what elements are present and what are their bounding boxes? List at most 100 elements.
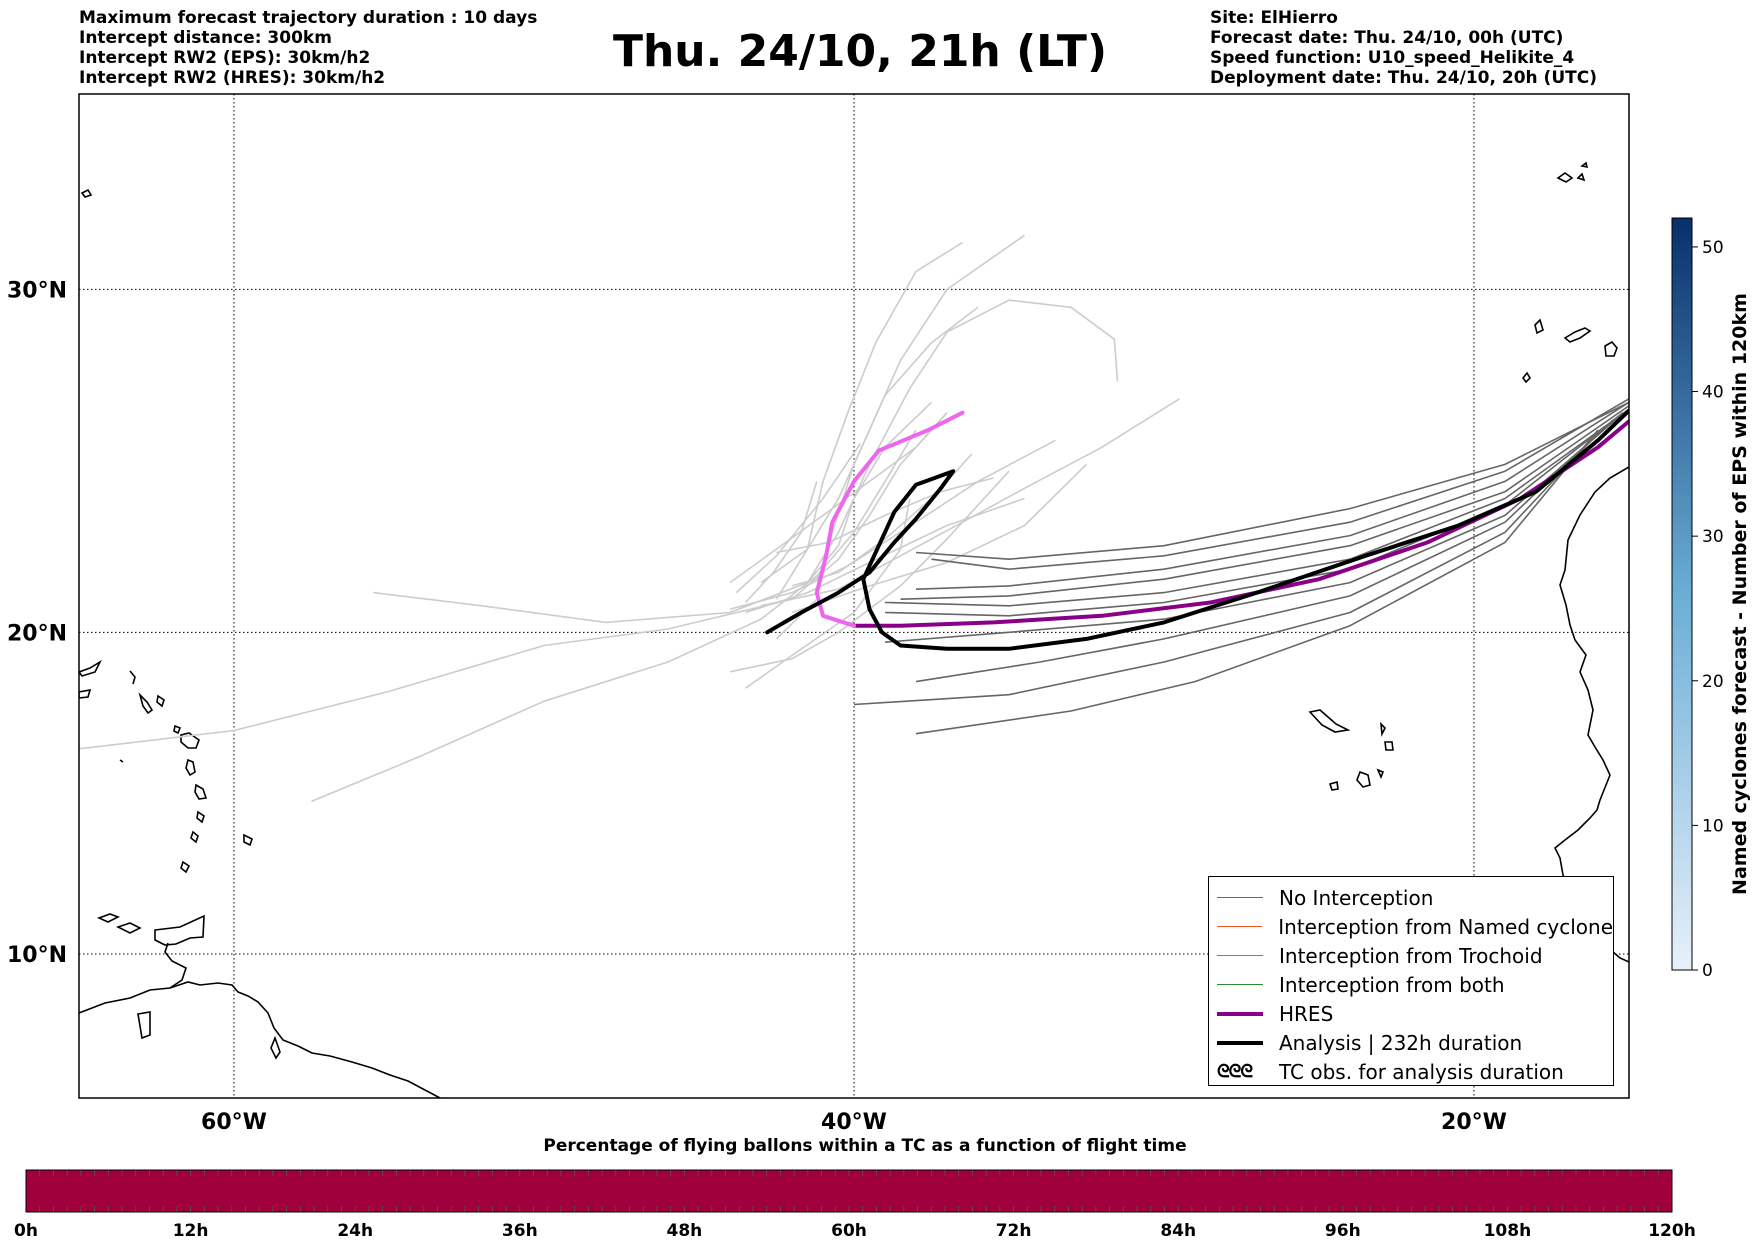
eps-dark-trajectories xyxy=(853,398,1629,735)
island-trinidad-region xyxy=(154,914,205,946)
island-small xyxy=(115,922,142,934)
bottom-colorbar: 0h 12h 24h 36h 48h 60h 72h 84h 96h 108h 120h xyxy=(14,1169,1696,1241)
eps-trajectory xyxy=(806,299,1119,584)
coastline-inlet xyxy=(137,1011,151,1040)
eps-trajectory-no-interception xyxy=(853,425,1605,706)
colorbar-gradient xyxy=(1671,217,1693,971)
legend-item-tc-obs: ᘓᘓᘓ TC obs. for analysis duration xyxy=(1217,1057,1613,1086)
bottom-colorbar-bar xyxy=(25,1169,1673,1213)
header-line: Speed function: U10_speed_Helikite_4 xyxy=(1210,48,1575,68)
colorbar-tick-label: 50 xyxy=(1702,238,1724,258)
bottom-colorbar-tick-label: 120h xyxy=(1648,1221,1696,1241)
legend-label: No Interception xyxy=(1279,885,1434,910)
legend-item-both: Interception from both xyxy=(1217,970,1613,999)
bottom-colorbar-tick-label: 60h xyxy=(831,1221,867,1241)
header-line: Site: ElHierro xyxy=(1210,8,1338,28)
legend-swatch xyxy=(1217,955,1263,956)
bottom-colorbar-tick-label: 108h xyxy=(1484,1221,1532,1241)
eps-trajectory xyxy=(735,443,861,594)
eps-trajectory-no-interception xyxy=(915,401,1629,561)
lon-label: 60°W xyxy=(201,1110,267,1135)
eps-trajectory xyxy=(744,481,818,604)
colorbar-right: 0 10 20 30 40 50 Named cyclones forecast - Nu… xyxy=(1671,217,1751,981)
bottom-colorbar-tick-label: 12h xyxy=(173,1221,209,1241)
island-martinique xyxy=(194,783,208,800)
hres-path-forecast xyxy=(814,410,965,628)
island-small xyxy=(79,688,92,699)
bottom-colorbar-tick-label: 72h xyxy=(996,1221,1032,1241)
bottom-colorbar-title: Percentage of flying ballons within a TC… xyxy=(543,1136,1187,1156)
lat-label: 30°N xyxy=(7,278,67,303)
island-small xyxy=(1580,161,1589,169)
lat-label: 10°N xyxy=(7,943,67,968)
island-grenada xyxy=(180,860,191,874)
lon-label: 20°W xyxy=(1441,1110,1507,1135)
colorbar-tick-label: 20 xyxy=(1702,672,1724,692)
eps-trajectory xyxy=(311,429,917,803)
legend-swatch xyxy=(1217,984,1263,985)
island-fuerteventura xyxy=(1563,327,1592,343)
eps-trajectory-no-interception xyxy=(884,412,1624,617)
eps-trajectory xyxy=(776,477,994,554)
header-right-info: Site: ElHierro Forecast date: Thu. 24/10… xyxy=(1210,8,1597,88)
colorbar-tick-label: 10 xyxy=(1702,816,1724,836)
island-st-lucia xyxy=(196,810,205,824)
bottom-colorbar-segments xyxy=(39,1170,1659,1212)
legend-swatch xyxy=(1217,897,1263,898)
island-small xyxy=(173,724,182,735)
island-cape-verde-boavista xyxy=(1384,741,1394,751)
coastline-south-america xyxy=(79,981,441,1098)
legend-label: HRES xyxy=(1279,1001,1334,1026)
legend-label: Analysis | 232h duration xyxy=(1279,1030,1523,1055)
colorbar-tick-label: 30 xyxy=(1702,527,1724,547)
bottom-colorbar-tick-label: 36h xyxy=(502,1221,538,1241)
island-small xyxy=(156,694,165,708)
eps-trajectory-no-interception xyxy=(915,429,1599,735)
main-title: Thu. 24/10, 21h (LT) xyxy=(612,26,1108,77)
bottom-colorbar-ticks: 0h 12h 24h 36h 48h 60h 72h 84h 96h 108h 120h xyxy=(14,1221,1696,1241)
island-small xyxy=(129,670,136,685)
legend-swatch xyxy=(1217,926,1263,927)
colorbar-ticks: 0 10 20 30 40 50 xyxy=(1692,238,1724,981)
island-st-vincent xyxy=(190,830,199,844)
header-line: Forecast date: Thu. 24/10, 00h (UTC) xyxy=(1210,28,1564,48)
lat-label: 20°N xyxy=(7,621,67,646)
island-small xyxy=(1576,172,1586,182)
header-line: Intercept distance: 300km xyxy=(79,28,332,48)
island-small xyxy=(119,759,124,763)
island-small xyxy=(1521,371,1532,384)
legend-label: Interception from both xyxy=(1279,972,1505,997)
bottom-colorbar-tick-label: 48h xyxy=(667,1221,703,1241)
header-line: Intercept RW2 (HRES): 30km/h2 xyxy=(79,68,386,88)
legend-label: Interception from Named cyclone xyxy=(1278,914,1613,939)
bottom-colorbar-tick-label: 96h xyxy=(1325,1221,1361,1241)
island-barbados xyxy=(243,833,253,847)
header-line: Deployment date: Thu. 24/10, 20h (UTC) xyxy=(1210,68,1597,88)
eps-trajectory-no-interception xyxy=(900,405,1629,600)
coastline-inlet xyxy=(270,1035,281,1060)
legend-item-analysis: Analysis | 232h duration xyxy=(1217,1028,1613,1057)
bottom-colorbar-tick-label: 84h xyxy=(1160,1221,1196,1241)
eps-trajectory-no-interception xyxy=(915,419,1615,683)
legend-label: Interception from Trochoid xyxy=(1279,943,1543,968)
header-line: Maximum forecast trajectory duration : 1… xyxy=(79,8,538,28)
island-cape-verde-fogo xyxy=(1328,780,1339,791)
island-guadeloupe xyxy=(180,732,200,749)
header-left-info: Maximum forecast trajectory duration : 1… xyxy=(79,8,537,88)
eps-trajectory-no-interception xyxy=(931,398,1629,571)
island-lanzarote xyxy=(1604,340,1618,357)
eps-trajectory xyxy=(791,463,1088,614)
legend-label: TC obs. for analysis duration xyxy=(1279,1059,1564,1084)
eps-trajectory-no-interception xyxy=(915,401,1629,590)
bottom-colorbar-tick-label: 24h xyxy=(337,1221,373,1241)
legend-item-named-cyclone: Interception from Named cyclone xyxy=(1217,912,1613,941)
tc-symbol-icon: ᘓᘓᘓ xyxy=(1217,1061,1253,1082)
island-puerto-rico-edge xyxy=(79,659,102,677)
island-madeira xyxy=(1556,172,1574,183)
island-cape-verde-maio xyxy=(1376,768,1385,780)
lon-label: 40°W xyxy=(821,1110,887,1135)
island-cape-verde-north xyxy=(1308,709,1351,733)
eps-trajectory xyxy=(775,241,963,600)
analysis-trajectory xyxy=(765,407,1629,651)
island-dominica xyxy=(185,758,196,777)
